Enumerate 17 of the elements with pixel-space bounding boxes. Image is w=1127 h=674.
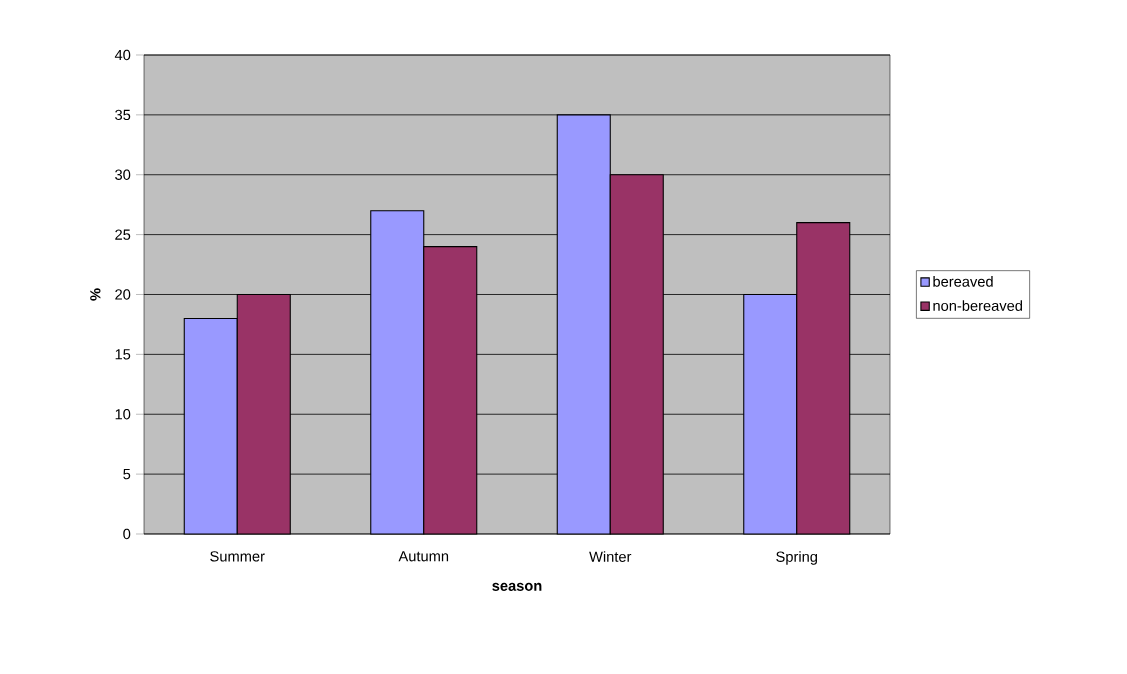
y-tick-label: 30 — [115, 169, 131, 180]
x-tick-label: Autumn — [398, 551, 449, 562]
x-tick-label: Spring — [776, 551, 817, 565]
y-tick-label: 35 — [115, 109, 131, 121]
y-axis-title: % — [90, 288, 101, 301]
x-tick-label: Summer — [210, 551, 265, 562]
y-tick-label: 5 — [123, 469, 131, 480]
legend-label: non-bereaved — [933, 300, 1023, 311]
x-tick-label: Winter — [589, 551, 632, 562]
y-tick-label: 0 — [123, 528, 131, 540]
y-tick-label: 15 — [115, 349, 131, 360]
y-tick-label: 10 — [115, 409, 131, 420]
y-tick-label: 25 — [115, 229, 131, 240]
y-tick-label: 20 — [115, 289, 131, 300]
y-tick-label: 40 — [114, 49, 131, 61]
x-axis-title: season — [492, 582, 542, 591]
legend-label: bereaved — [933, 276, 993, 287]
